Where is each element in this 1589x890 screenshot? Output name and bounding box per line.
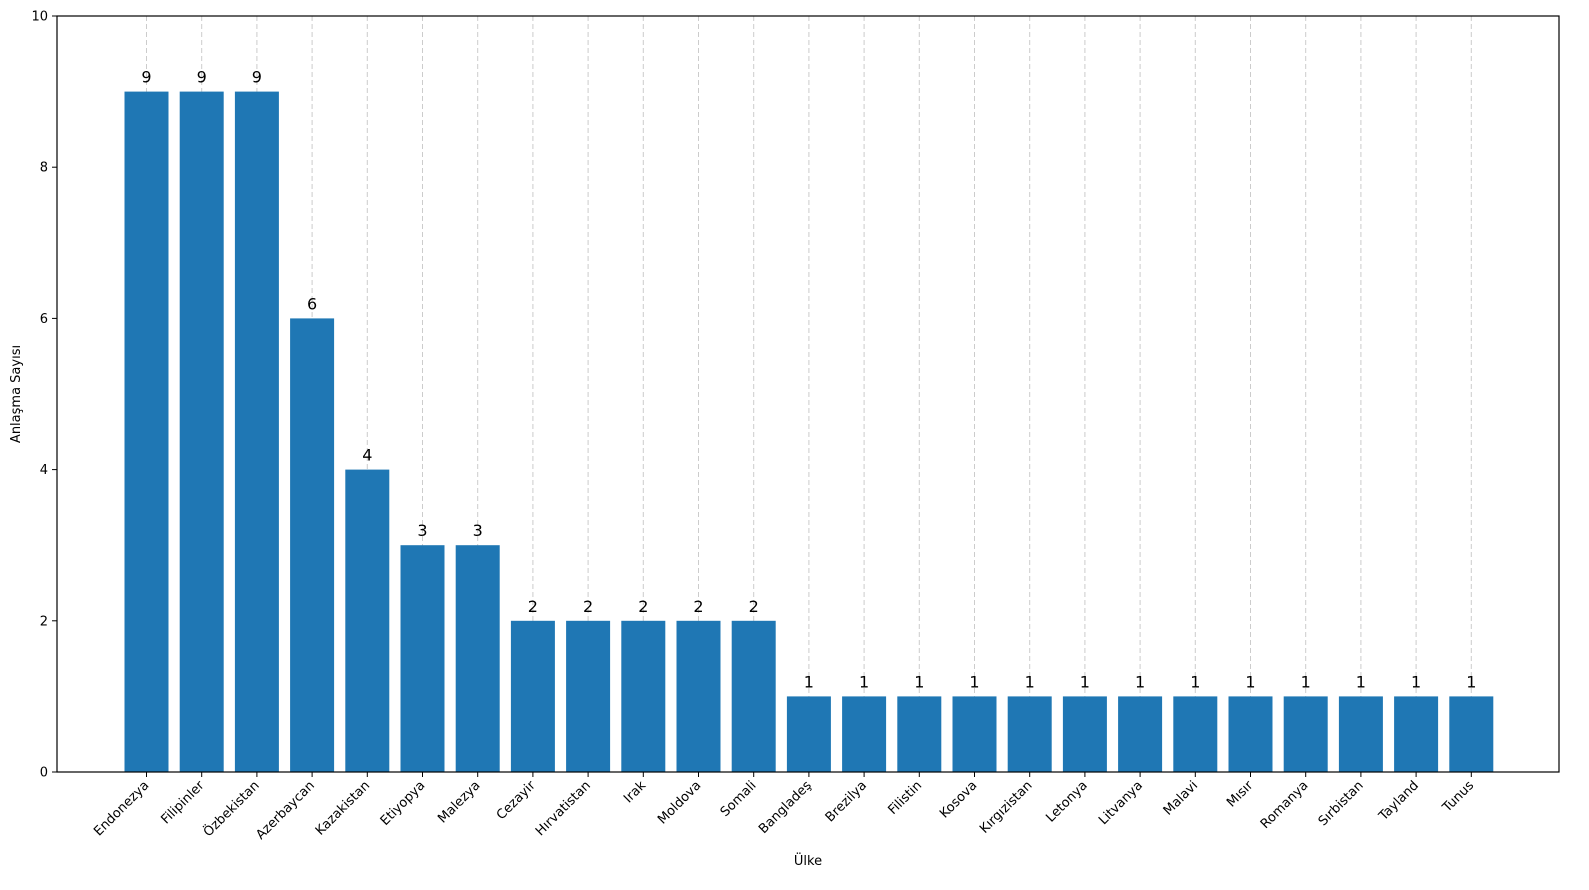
x-tick-label: Etiyopya — [378, 778, 429, 829]
x-tick-label: Hırvatistan — [533, 778, 594, 839]
y-tick-label: 4 — [40, 463, 48, 478]
x-tick-label: Özbekistan — [199, 777, 262, 840]
bar-value-label: 1 — [1466, 672, 1476, 691]
bar — [676, 620, 721, 772]
x-tick-label: Malezya — [435, 778, 483, 826]
bar — [455, 545, 500, 772]
bar — [1449, 696, 1494, 772]
bar — [400, 545, 445, 772]
y-tick-label: 2 — [40, 614, 48, 629]
bar-value-label: 1 — [1356, 672, 1366, 691]
x-tick-label: Litvanya — [1096, 778, 1146, 828]
y-tick-label: 8 — [40, 161, 48, 176]
x-tick-label: Kosova — [937, 778, 980, 821]
bar — [290, 318, 335, 772]
bar-value-label: 2 — [749, 597, 759, 616]
y-tick-label: 10 — [31, 10, 48, 25]
x-tick-label: Bangladeş — [756, 778, 815, 837]
y-axis: 0 2 4 6 8 10 — [31, 10, 57, 781]
bar — [1338, 696, 1383, 772]
bar-value-label: 2 — [638, 597, 648, 616]
bar — [897, 696, 942, 772]
bar — [124, 91, 169, 773]
bar-value-label: 9 — [252, 68, 262, 87]
bar-value-labels: 9 9 9 6 4 3 3 2 2 2 2 2 1 1 1 1 1 1 1 1 1 1 1 1 1 — [141, 68, 1476, 692]
x-tick-label: Endonezya — [91, 778, 152, 839]
bar-value-label: 1 — [1080, 672, 1090, 691]
x-tick-label: Kazakistan — [313, 778, 373, 838]
bar — [1283, 696, 1328, 772]
x-tick-label: Moldova — [655, 778, 704, 827]
y-tick-label: 0 — [40, 766, 48, 781]
x-tick-label: Filistin — [885, 778, 925, 818]
bar-value-label: 4 — [362, 446, 372, 465]
bar-value-label: 1 — [969, 672, 979, 691]
y-tick-label: 6 — [40, 312, 48, 327]
bar — [234, 91, 279, 773]
x-tick-label: Filipinler — [158, 778, 208, 828]
x-tick-label: Kırgızistan — [977, 778, 1035, 836]
x-tick-label: Mısır — [1224, 778, 1257, 811]
x-tick-label: Tunus — [1439, 778, 1477, 816]
bar — [1062, 696, 1107, 772]
bar-value-label: 1 — [1245, 672, 1255, 691]
x-tick-label: Sırbistan — [1316, 778, 1367, 829]
bar — [1118, 696, 1163, 772]
bars-layer — [124, 91, 1494, 773]
plot-frame — [56, 15, 1560, 773]
x-tick-label: Cezayir — [494, 778, 539, 823]
grid-layer — [146, 16, 1472, 772]
x-axis: Endonezya FilipinlerÖzbekistanAzerbaycanK… — [91, 772, 1477, 843]
bar-value-label: 1 — [914, 672, 924, 691]
x-tick-label: Tayland — [1376, 778, 1422, 824]
bar-value-label: 9 — [197, 68, 207, 87]
bar — [842, 696, 887, 772]
bar-value-label: 2 — [693, 597, 703, 616]
x-tick-label: Somali — [718, 778, 760, 820]
bar-value-label: 1 — [1135, 672, 1145, 691]
bar-value-label: 1 — [859, 672, 869, 691]
bar-value-label: 3 — [417, 521, 427, 540]
x-tick-label: Letonya — [1043, 778, 1090, 825]
bar-value-label: 3 — [473, 521, 483, 540]
bar-value-label: 1 — [1301, 672, 1311, 691]
bar — [1394, 696, 1439, 772]
bar — [566, 620, 611, 772]
x-tick-label: Romanya — [1258, 778, 1312, 832]
x-tick-label: Irak — [621, 778, 649, 806]
bar — [1007, 696, 1052, 772]
bar-value-label: 1 — [1411, 672, 1421, 691]
bar — [952, 696, 997, 772]
bar-value-label: 2 — [583, 597, 593, 616]
bar-value-label: 2 — [528, 597, 538, 616]
bar — [510, 620, 555, 772]
bar — [731, 620, 776, 772]
bar — [179, 91, 224, 773]
y-axis-title: Anlaşma Sayısı — [9, 345, 24, 443]
bar — [786, 696, 831, 772]
bar-value-label: 6 — [307, 294, 317, 313]
bar-value-label: 1 — [1190, 672, 1200, 691]
bar — [621, 620, 666, 772]
x-axis-title: Ülke — [794, 852, 822, 869]
bar-value-label: 9 — [141, 68, 151, 87]
bar — [1228, 696, 1273, 772]
bar-value-label: 1 — [804, 672, 814, 691]
x-tick-label: Malavi — [1161, 778, 1201, 818]
bar — [345, 469, 390, 772]
x-tick-label: Brezilya — [823, 778, 870, 825]
bar — [1173, 696, 1218, 772]
x-tick-label: Azerbaycan — [253, 778, 318, 843]
bar-value-label: 1 — [1025, 672, 1035, 691]
